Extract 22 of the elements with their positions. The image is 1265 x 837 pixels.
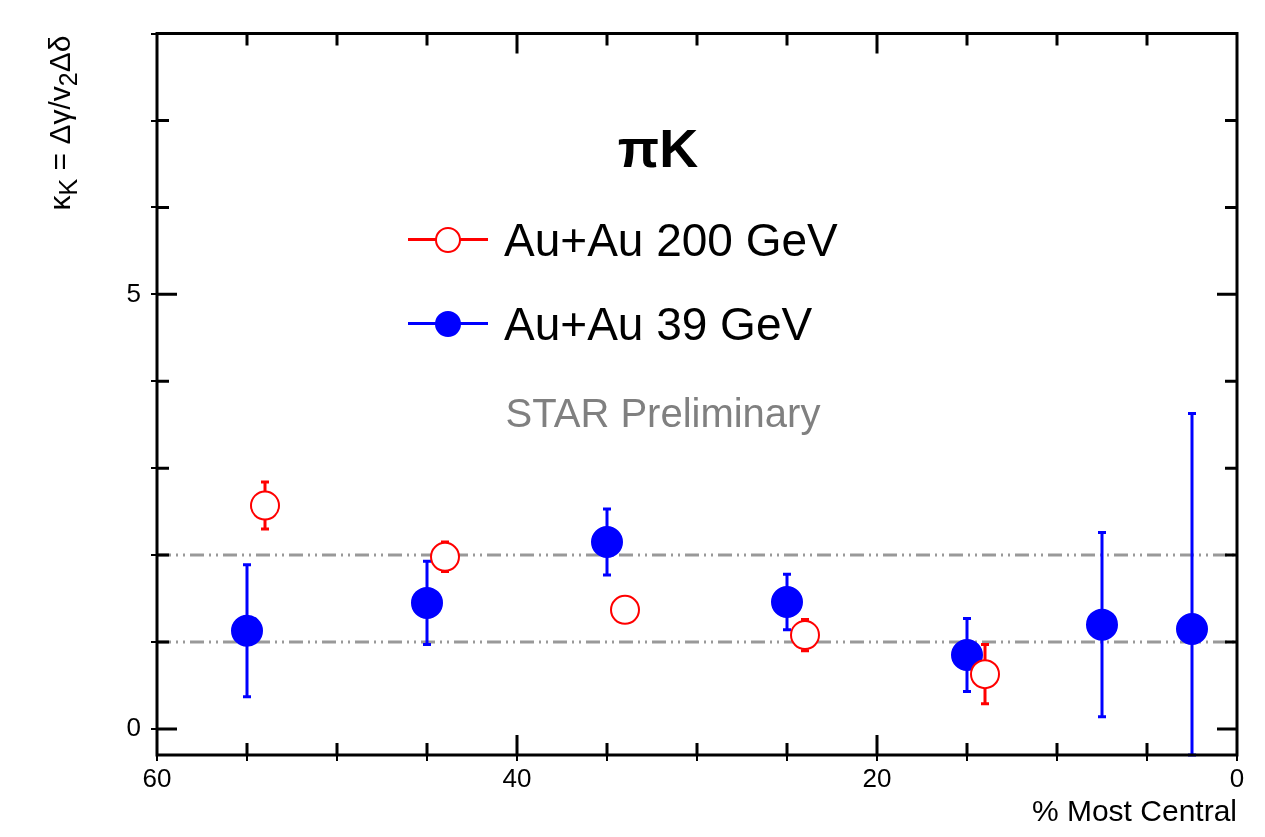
point <box>771 586 803 619</box>
x-tick-label: 60 <box>142 762 172 793</box>
point <box>430 541 460 572</box>
x-axis-title: % Most Central <box>1031 794 1237 828</box>
legend-label: Au+Au 39 GeV <box>504 297 813 351</box>
point <box>790 620 820 651</box>
point <box>1176 612 1208 645</box>
text: πK <box>617 117 699 179</box>
point <box>250 490 280 521</box>
point <box>591 526 623 559</box>
point <box>970 659 1000 690</box>
point <box>951 639 983 672</box>
x-tick-label: 0 <box>1229 762 1245 793</box>
y-tick-label: 5 <box>126 277 141 308</box>
point <box>610 594 640 625</box>
point <box>411 586 443 619</box>
legend-label: Au+Au 200 GeV <box>504 213 838 267</box>
x-tick-label: 20 <box>862 762 892 793</box>
point <box>231 614 263 647</box>
x-tick-label: 40 <box>502 762 532 793</box>
annotation: STAR Preliminary <box>505 390 821 436</box>
point <box>1086 608 1118 641</box>
